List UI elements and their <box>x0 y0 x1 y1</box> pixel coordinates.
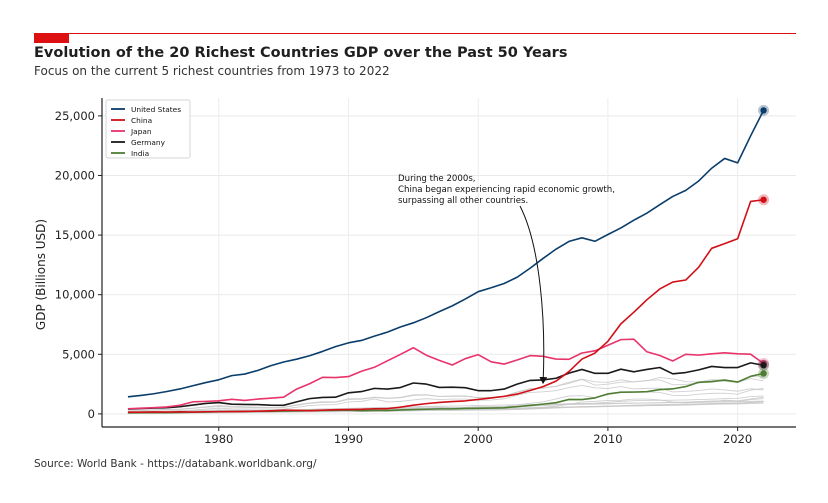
annotation-text: During the 2000s, <box>398 174 476 184</box>
end-marker-india <box>760 370 767 377</box>
annotation-arrow <box>519 205 548 385</box>
x-tick-label: 2010 <box>593 432 622 446</box>
series-line-china <box>127 199 764 414</box>
x-tick-label: 1990 <box>334 432 363 446</box>
end-marker-china <box>760 196 767 203</box>
series-line-japan <box>127 338 765 410</box>
y-axis-label: GDP (Billions USD) <box>34 219 48 330</box>
source-note: Source: World Bank - https://databank.wo… <box>34 458 317 470</box>
end-marker-germany <box>760 362 767 369</box>
chart-subtitle: Focus on the current 5 richest countries… <box>34 64 390 78</box>
legend-label: India <box>131 149 149 158</box>
series-line-germany <box>127 362 764 410</box>
y-tick-label: 5,000 <box>62 347 95 361</box>
legend-box <box>105 99 191 159</box>
header-accent-block <box>34 33 69 43</box>
y-tick-label: 0 <box>88 407 95 421</box>
annotation-text: surpassing all other countries. <box>398 196 528 206</box>
y-tick-label: 15,000 <box>55 228 95 242</box>
series-line-united-states <box>127 110 765 398</box>
chart-legend: United States China Japan Germany India <box>105 99 191 159</box>
y-tick-label: 10,000 <box>55 288 95 302</box>
x-tick-label: 2000 <box>464 432 493 446</box>
legend-label: China <box>131 116 152 125</box>
end-marker-united-states <box>760 107 767 114</box>
y-tick-label: 20,000 <box>55 168 95 182</box>
header-accent-line <box>34 33 796 34</box>
y-tick-label: 25,000 <box>55 109 95 123</box>
legend-label: Germany <box>131 138 166 147</box>
annotation-text: China began experiencing rapid economic … <box>398 185 615 195</box>
background-country-line <box>127 378 764 412</box>
background-country-line <box>127 400 764 413</box>
background-country-line <box>127 384 764 413</box>
legend-label: Japan <box>130 127 152 136</box>
legend-label: United States <box>131 105 181 114</box>
x-tick-label: 2020 <box>723 432 752 446</box>
background-country-line <box>127 401 764 414</box>
chart-title: Evolution of the 20 Richest Countries GD… <box>34 45 568 61</box>
x-tick-label: 1980 <box>204 432 233 446</box>
